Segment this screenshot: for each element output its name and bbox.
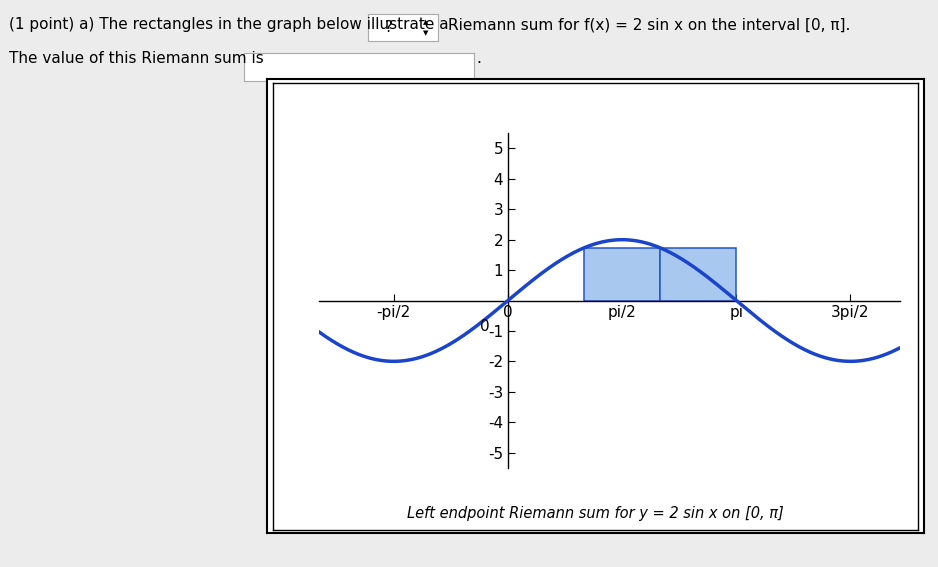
Text: (1 point) a) The rectangles in the graph below illustrate a: (1 point) a) The rectangles in the graph… [9,17,449,32]
Text: ▼: ▼ [423,29,428,36]
Text: ?: ? [386,20,393,35]
Text: ▲: ▲ [423,19,428,25]
Text: The value of this Riemann sum is: The value of this Riemann sum is [9,51,265,66]
Bar [660,248,736,301]
Text: 0: 0 [480,319,490,334]
Text: Riemann sum for f(x) = 2 sin x on the interval [0, π].: Riemann sum for f(x) = 2 sin x on the in… [448,17,851,32]
Text: .: . [477,51,481,66]
Text: Left endpoint Riemann sum for y = 2 sin x on [0, π]: Left endpoint Riemann sum for y = 2 sin … [407,506,784,521]
Bar [584,248,660,301]
